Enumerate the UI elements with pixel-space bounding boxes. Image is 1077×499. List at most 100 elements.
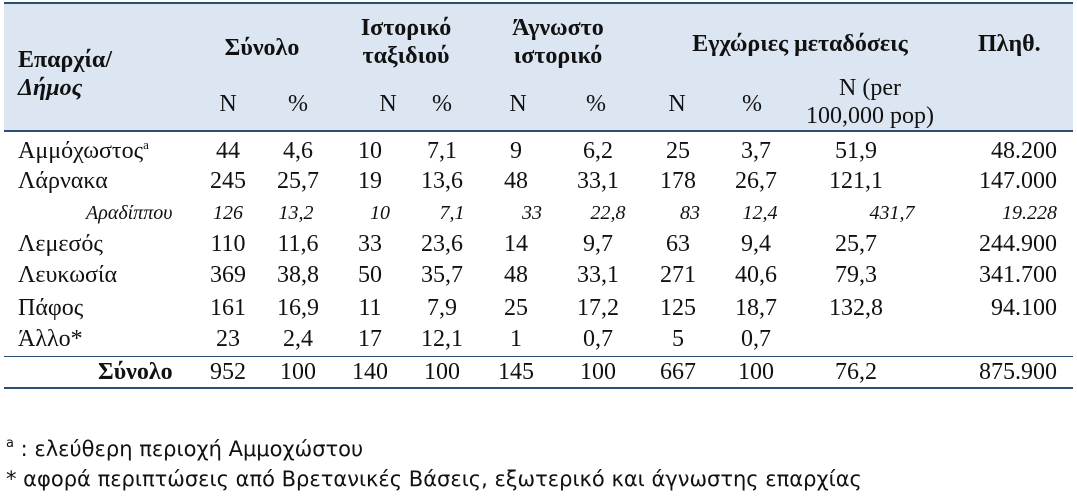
table-row: Αραδίππου 126 13,2 10 7,1 33 22,8 83 12,4 431,7 19… — [4, 198, 1073, 229]
table-cell: 48.200 — [991, 138, 1057, 164]
header-local: Εγχώριες μεταδόσεις — [692, 31, 908, 57]
row-label-text: Αμμόχωστος — [18, 138, 144, 164]
table-cell: 161 — [210, 295, 246, 321]
row-label-text: Σύνολο — [98, 359, 173, 385]
table-cell: 100 — [424, 359, 460, 385]
row-label-text: Αραδίππου — [86, 202, 173, 224]
table-cell: 100 — [580, 359, 616, 385]
subheader-pct: % — [288, 91, 308, 117]
table-cell: 875.900 — [979, 359, 1057, 385]
footnote-marker: a — [143, 137, 149, 152]
total-top-rule — [4, 356, 1073, 357]
table-cell: 19 — [358, 168, 382, 194]
table-cell: 33 — [522, 202, 542, 224]
table-cell: 48 — [504, 168, 528, 194]
table-cell: 13,6 — [421, 168, 463, 194]
header-travel-line1: Ιστορικό — [360, 15, 452, 41]
subheader-n: N — [379, 91, 397, 117]
table-cell: 23,6 — [421, 231, 463, 257]
table-cell: 33 — [358, 231, 382, 257]
table-cell: 125 — [660, 295, 696, 321]
table-cell: 140 — [352, 359, 388, 385]
table-cell: 18,7 — [735, 295, 777, 321]
table-cell: 271 — [660, 262, 696, 288]
table-cell: 25,7 — [835, 231, 877, 257]
table-cell: 178 — [660, 168, 696, 194]
table-cell: 22,8 — [590, 202, 626, 224]
table-cell: 431,7 — [869, 202, 915, 224]
row-label-text: Άλλο* — [18, 326, 83, 352]
subheader-n: N — [668, 91, 686, 117]
table-row: Αμμόχωστοςa 44 4,6 10 7,1 9 6,2 25 3,7 51,9 48.200 — [4, 136, 1073, 167]
footnote-star: * αφορά περιπτώσεις από Βρετανικές Βάσει… — [6, 467, 862, 491]
table-cell: 83 — [680, 202, 700, 224]
table-cell: 7,1 — [427, 138, 457, 164]
table-cell: 0,7 — [741, 326, 771, 352]
table-cell: 100 — [738, 359, 774, 385]
table-row: Λευκωσία 369 38,8 50 35,7 48 33,1 271 40,6 79,3 34… — [4, 260, 1073, 291]
row-label-text: Πάφος — [18, 295, 84, 321]
table-cell: 10 — [358, 138, 382, 164]
table-cell: 17 — [358, 326, 382, 352]
table-cell: 48 — [504, 262, 528, 288]
table-row: Πάφος 161 16,9 11 7,9 25 17,2 125 18,7 132,8 94.10… — [4, 293, 1073, 324]
table-cell: 667 — [660, 359, 696, 385]
table-cell: 110 — [210, 231, 246, 257]
table-cell: 4,6 — [283, 138, 313, 164]
table-cell: 76,2 — [835, 359, 877, 385]
header-population: Πληθ. — [978, 31, 1041, 57]
subheader-n: N — [219, 91, 237, 117]
header-total: Σύνολο — [224, 35, 300, 61]
total-bottom-rule — [4, 387, 1073, 389]
table-cell: 145 — [498, 359, 534, 385]
row-label: Λευκωσία — [18, 260, 117, 291]
table-cell: 7,1 — [439, 202, 465, 224]
table-cell: 1 — [510, 326, 522, 352]
table-cell: 9,4 — [741, 231, 771, 257]
table-header: Επαρχία/ Δήμος Σύνολο Ιστορικό ταξιδιού … — [4, 2, 1073, 132]
table-cell: 9,7 — [583, 231, 613, 257]
table-cell: 0,7 — [583, 326, 613, 352]
table-cell: 17,2 — [577, 295, 619, 321]
table-cell: 147.000 — [979, 168, 1057, 194]
table-cell: 952 — [210, 359, 246, 385]
table-cell: 9 — [510, 138, 522, 164]
row-label-text: Λευκωσία — [18, 262, 118, 288]
row-label-text: Λάρνακα — [18, 168, 108, 194]
table-cell: 51,9 — [835, 138, 877, 164]
row-label: Αμμόχωστοςa — [18, 136, 149, 167]
table-cell: 35,7 — [421, 262, 463, 288]
table-cell: 11 — [358, 295, 382, 321]
table-cell: 26,7 — [735, 168, 777, 194]
table-cell: 33,1 — [577, 262, 619, 288]
total-row: Σύνολο 952 100 140 100 145 100 667 100 76,2 875.90… — [4, 357, 1073, 388]
table-cell: 10 — [370, 202, 390, 224]
table-cell: 25 — [504, 295, 528, 321]
table-cell: 2,4 — [283, 326, 313, 352]
row-label: Σύνολο — [98, 357, 173, 388]
table-cell: 341.700 — [979, 262, 1057, 288]
footnote-a: a : ελεύθερη περιοχή Αμμοχώστου — [6, 436, 363, 462]
row-label: Αραδίππου — [86, 198, 172, 229]
table-cell: 25,7 — [277, 168, 319, 194]
subheader-per-line1: N (per — [839, 75, 901, 101]
table-cell: 132,8 — [829, 295, 883, 321]
table-cell: 244.900 — [979, 231, 1057, 257]
table-cell: 3,7 — [741, 138, 771, 164]
header-region-line2: Δήμος — [18, 75, 83, 101]
subheader-pct: % — [432, 91, 452, 117]
subheader-pct: % — [742, 91, 762, 117]
footnote-a-text: : ελεύθερη περιοχή Αμμοχώστου — [13, 437, 364, 461]
table-cell: 25 — [666, 138, 690, 164]
row-label: Πάφος — [18, 293, 83, 324]
table-cell: 16,9 — [277, 295, 319, 321]
footnote-a-mark: a — [6, 436, 14, 451]
table-cell: 245 — [210, 168, 246, 194]
table-cell: 38,8 — [277, 262, 319, 288]
table-cell: 63 — [666, 231, 690, 257]
header-unknown-line1: Άγνωστο — [512, 15, 604, 41]
table-cell: 14 — [504, 231, 528, 257]
table-cell: 11,6 — [277, 231, 319, 257]
table-row: Λάρνακα 245 25,7 19 13,6 48 33,1 178 26,7 121,1 14… — [4, 166, 1073, 197]
